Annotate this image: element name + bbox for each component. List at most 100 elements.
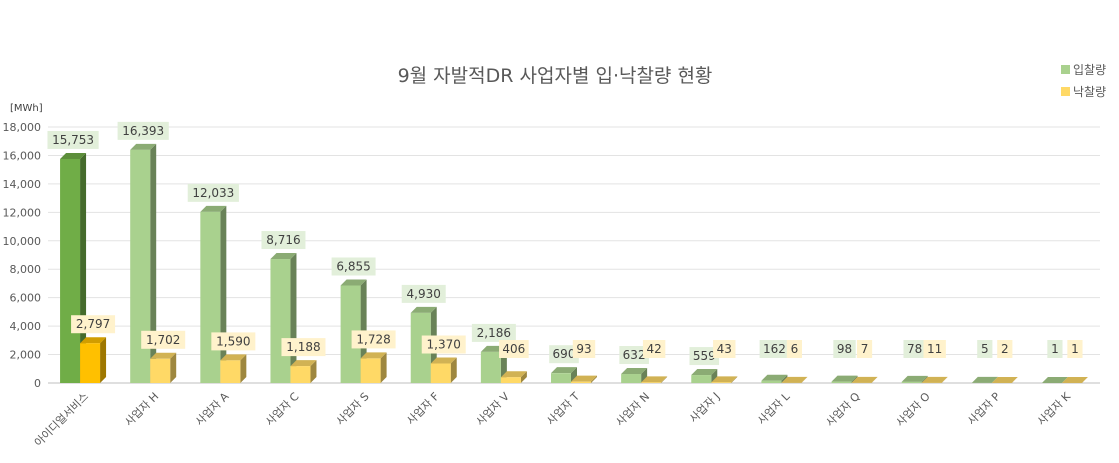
data-label: 1,370 [422,336,466,354]
data-label-text: 43 [717,342,732,356]
bar [270,253,296,383]
data-label: 7 [857,340,872,358]
bar-front [481,352,501,383]
data-label: 2 [997,340,1012,358]
y-axis-unit-label: [MWh] [10,103,43,114]
data-label: 12,033 [188,184,239,202]
legend-entry: 입찰량 [1061,63,1106,77]
bar-front [60,159,80,383]
bar-front [200,212,220,383]
data-label-text: 6 [791,342,799,356]
y-tick-label: 12,000 [3,206,42,219]
data-label-text: 690 [553,347,576,361]
y-tick-label: 18,000 [3,121,42,134]
bar-front [902,382,922,383]
bar-front [761,381,781,383]
bar [290,360,316,383]
x-axis-tick-labels: 아이디얼서비스 사업자 H 사업자 A 사업자 C 사업자 S 사업자 F 사업자 V 사업자… [31,389,1073,449]
data-label-text: 162 [763,342,786,356]
data-label: 1,188 [281,338,325,356]
bar-front [621,374,641,383]
bar [150,353,176,383]
data-label-text: 7 [861,342,869,356]
bar-front [361,358,381,383]
data-label-text: 15,753 [52,133,94,147]
x-tick-label: 사업자 V [474,390,513,429]
data-label-text: 16,393 [122,124,164,138]
data-label: 15,753 [47,131,98,149]
bar [80,337,106,383]
data-label-text: 12,033 [192,186,234,200]
data-label-text: 1,370 [427,338,461,352]
data-label-text: 98 [837,342,852,356]
bar-front [80,343,100,383]
bar-front [551,373,571,383]
data-label-text: 559 [693,349,716,363]
data-label: 406 [499,340,529,358]
legend-swatch [1061,65,1070,74]
data-label-text: 2 [1001,342,1009,356]
data-label: 1 [1047,340,1062,358]
x-tick-label: 사업자 P [965,390,1003,428]
data-label-text: 1 [1051,342,1059,356]
data-label: 1,590 [211,332,255,350]
bar-front [641,382,661,383]
bar-side [100,337,106,383]
bar-front [150,359,170,383]
bar-front [270,259,290,383]
x-tick-label: 사업자 C [263,390,302,429]
x-tick-label: 사업자 T [544,390,582,428]
data-label-text: 11 [927,342,942,356]
data-label-text: 42 [646,342,661,356]
data-label: 1,728 [352,330,396,348]
data-label: 162 [760,340,790,358]
data-label-text: 406 [502,342,525,356]
bar-front [290,366,310,383]
legend-label: 낙찰량 [1073,85,1106,99]
bar-front [501,377,521,383]
data-label: 2,186 [472,324,516,342]
x-tick-label: 사업자 J [687,390,722,425]
chart-title: 9월 자발적DR 사업자별 입·낙찰량 현황 [398,65,713,87]
data-label-text: 632 [623,348,646,362]
x-tick-label: 사업자 A [193,390,232,429]
legend-entry: 낙찰량 [1061,85,1106,99]
data-label-text: 1,702 [146,333,180,347]
data-label: 1 [1067,340,1082,358]
data-label-text: 2,186 [477,326,511,340]
x-tick-label: 사업자 L [755,389,793,427]
bar-front [832,382,852,383]
y-axis-tick-labels: 02,0004,0006,0008,00010,00012,00014,0001… [3,121,42,390]
x-tick-label: 사업자 N [613,390,652,429]
data-label: 6 [787,340,802,358]
y-tick-label: 0 [34,377,41,390]
data-label-text: 1,590 [216,334,250,348]
data-label-text: 8,716 [266,233,300,247]
data-label: 2,797 [71,315,115,333]
bar-front [220,360,240,383]
data-label-text: 5 [981,342,989,356]
x-tick-label: 사업자 F [404,390,442,428]
x-tick-label: 사업자 H [122,390,161,429]
data-label-text: 6,855 [336,260,370,274]
x-tick-label: 아이디얼서비스 [31,389,91,449]
data-label: 4,930 [402,285,446,303]
data-label: 42 [643,340,665,358]
legend-swatch [1061,87,1070,96]
data-label: 98 [833,340,855,358]
data-label: 11 [923,340,945,358]
data-label-text: 1,188 [286,340,320,354]
bar [200,206,226,383]
bar-front [571,382,591,383]
y-tick-label: 14,000 [3,178,42,191]
bar [361,352,387,383]
x-tick-label: 사업자 S [334,390,372,428]
data-label: 43 [713,340,735,358]
data-label: 6,855 [332,258,376,276]
y-tick-label: 10,000 [3,235,42,248]
data-label-text: 1 [1071,342,1079,356]
y-tick-label: 8,000 [10,263,42,276]
